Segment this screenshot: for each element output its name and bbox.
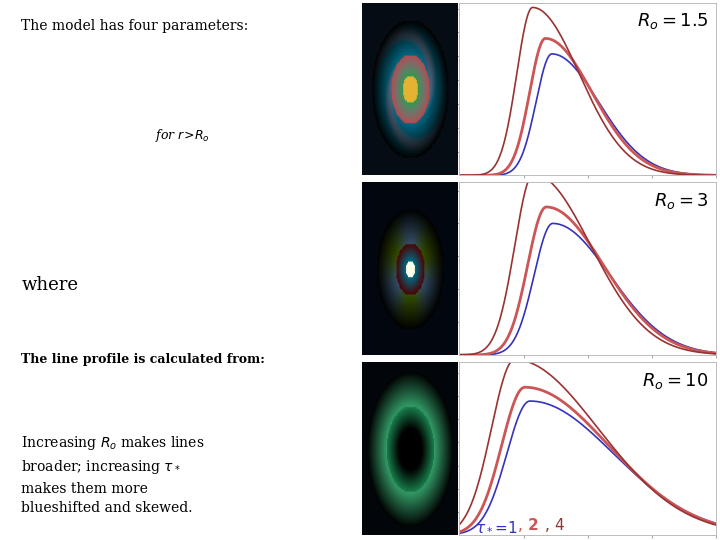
Text: $\tau_*\!=\!1$: $\tau_*\!=\!1$	[475, 519, 518, 534]
Text: $,\,\mathbf{2}$: $,\,\mathbf{2}$	[517, 516, 539, 534]
Text: The model has four parameters:: The model has four parameters:	[22, 19, 248, 32]
Text: $R_o=3$: $R_o=3$	[654, 191, 708, 211]
Text: for $r\!>\!R_o$: for $r\!>\!R_o$	[155, 127, 210, 144]
Text: Increasing $R_o$ makes lines
broader; increasing $\tau_*$
makes them more
bluesh: Increasing $R_o$ makes lines broader; in…	[22, 434, 204, 515]
Text: The line profile is calculated from:: The line profile is calculated from:	[22, 353, 265, 366]
Text: $R_o=1.5$: $R_o=1.5$	[636, 11, 708, 31]
Text: $,\,4$: $,\,4$	[544, 516, 564, 534]
Text: $R_o=10$: $R_o=10$	[642, 370, 708, 390]
Text: where: where	[22, 275, 78, 294]
